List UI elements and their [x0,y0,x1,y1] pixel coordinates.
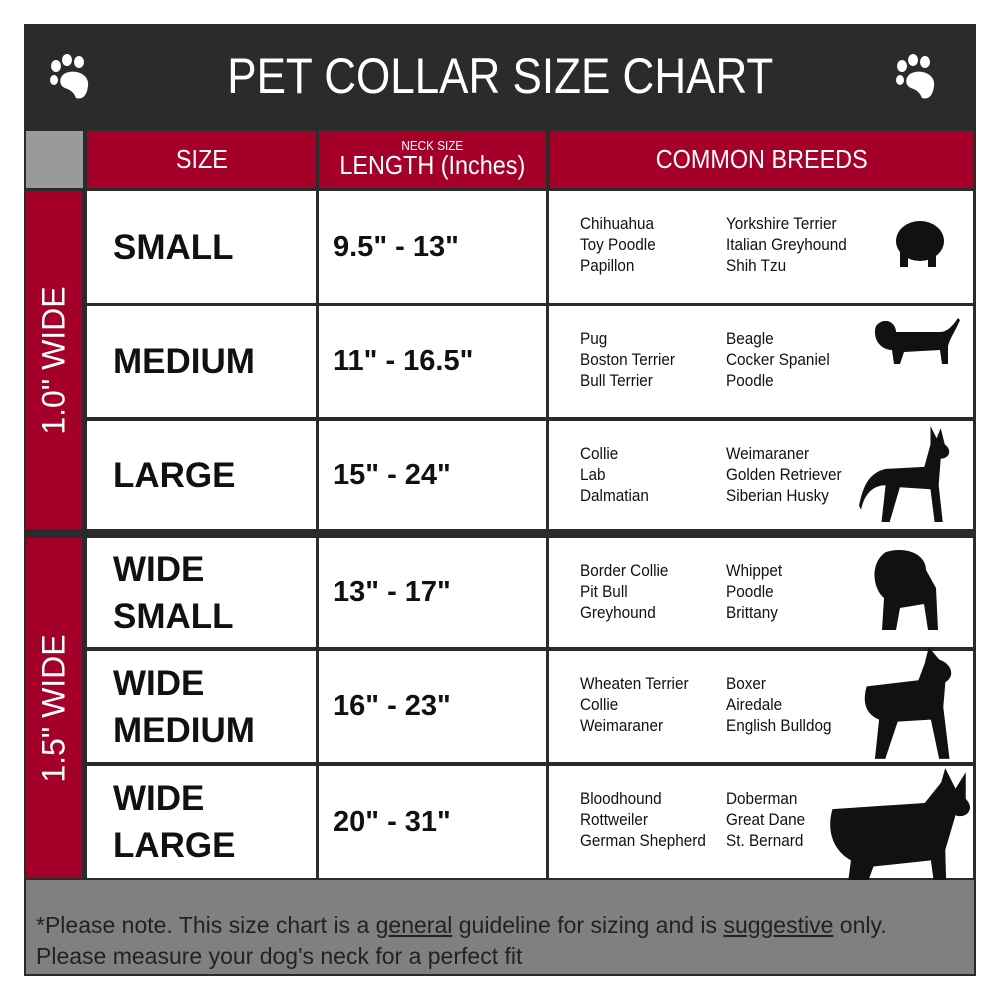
size-cell: WIDE SMALL [87,538,316,647]
breed-name: Rottweiler [580,810,649,829]
large-dog-silhouette-icon [859,426,950,522]
breed-name: Greyhound [580,603,656,622]
breed-name: Poodle [726,371,774,390]
length-value: 20" - 31" [333,805,451,838]
breed-name: English Bulldog [726,716,832,735]
length-cell: 13" - 17" [319,538,546,647]
breed-name: Siberian Husky [726,486,829,505]
breed-name: Cocker Spaniel [726,350,830,369]
footer-text: guideline for sizing and is [452,912,724,938]
paw-icon [50,54,89,99]
breeds-cell: Chihuahua Toy Poodle Papillon Yorkshire Ter… [549,191,973,303]
size-cell: WIDE LARGE [87,766,316,878]
medium-dog-silhouette-icon [874,318,960,364]
group-band: 1.0" WIDE [26,191,82,529]
length-value: 15" - 24" [333,458,451,491]
breed-name: Collie [580,444,619,463]
breed-name: Pug [580,329,608,348]
size-label: MEDIUM [113,342,255,381]
header-size: SIZE [87,131,316,188]
pitbull-silhouette-icon [864,647,952,759]
length-cell: 9.5" - 13" [319,191,546,303]
paw-icon [896,54,935,99]
breed-name: Boston Terrier [580,350,675,369]
breed-name: Collie [580,695,619,714]
length-value: 9.5" - 13" [333,230,459,263]
size-label: WIDE LARGE [113,779,236,865]
breed-name: Bloodhound [580,789,662,808]
size-cell: WIDE MEDIUM [87,651,316,762]
size-label: WIDE SMALL [113,549,234,636]
header-breeds: COMMON BREEDS [550,131,973,188]
length-cell: 20" - 31" [319,766,546,878]
breed-name: Weimaraner [726,444,810,463]
corner-cell [26,131,83,188]
breed-name: Shih Tzu [726,256,787,275]
breed-name: Golden Retriever [726,465,842,484]
breed-name: Great Dane [726,810,806,829]
small-dog-silhouette-icon [896,221,944,267]
size-cell: LARGE [87,421,316,529]
header-length-label: LENGTH (Inches) [339,149,526,180]
size-label: LARGE [113,455,236,495]
bulldog-silhouette-icon [874,550,938,630]
footer-text: only. [833,912,887,938]
breed-name: Border Collie [580,561,669,580]
breed-name: Boxer [726,674,766,693]
footer-note: *Please note. This size chart is a gener… [26,880,974,974]
breed-name: Whippet [726,561,783,580]
breed-name: Beagle [726,329,774,348]
breed-name: Yorkshire Terrier [726,214,837,233]
breed-name: Weimaraner [580,716,664,735]
breed-name: Papillon [580,256,635,275]
breed-name: Doberman [726,789,798,808]
size-cell: SMALL [87,191,316,303]
footer-underline: suggestive [723,912,834,938]
breed-name: Lab [580,465,606,484]
header-size-label: SIZE [175,144,228,174]
breed-name: Poodle [726,582,774,601]
breed-name: Italian Greyhound [726,235,847,254]
footer-line2: Please measure your dog's neck for a per… [36,943,523,969]
header-length: NECK SIZE LENGTH (Inches) [319,131,546,188]
breed-name: Brittany [726,603,778,622]
length-cell: 11" - 16.5" [319,306,546,417]
page-title: PET COLLAR SIZE CHART [24,24,976,128]
breed-name: Toy Poodle [580,235,656,254]
breeds-cell: Pug Boston Terrier Bull Terrier Beagle Cocke… [549,306,973,417]
breed-name: Chihuahua [580,214,655,233]
header-neck-size-label: NECK SIZE [401,137,464,153]
footer-text: *Please note. This size chart is a [36,912,376,938]
breed-name: St. Bernard [726,831,804,850]
length-value: 13" - 17" [333,576,451,608]
footer-underline: general [375,912,453,938]
breed-name: Airedale [726,695,783,714]
length-cell: 16" - 23" [319,651,546,762]
length-value: 16" - 23" [333,690,451,722]
breed-name: Dalmatian [580,486,649,505]
length-cell: 15" - 24" [319,421,546,529]
size-cell: MEDIUM [87,306,316,417]
size-label: WIDE MEDIUM [113,663,255,750]
breed-name: German Shepherd [580,831,706,850]
breed-name: Pit Bull [580,582,628,601]
size-label: SMALL [113,227,234,267]
title-text: PET COLLAR SIZE CHART [226,48,774,104]
length-value: 11" - 16.5" [333,345,474,377]
group-label: 1.5" WIDE [35,633,72,783]
breed-name: Bull Terrier [580,371,653,390]
breed-name: Wheaten Terrier [580,674,689,693]
header-breeds-label: COMMON BREEDS [655,144,868,174]
group-band: 1.5" WIDE [26,538,82,878]
group-label: 1.0" WIDE [35,285,72,435]
